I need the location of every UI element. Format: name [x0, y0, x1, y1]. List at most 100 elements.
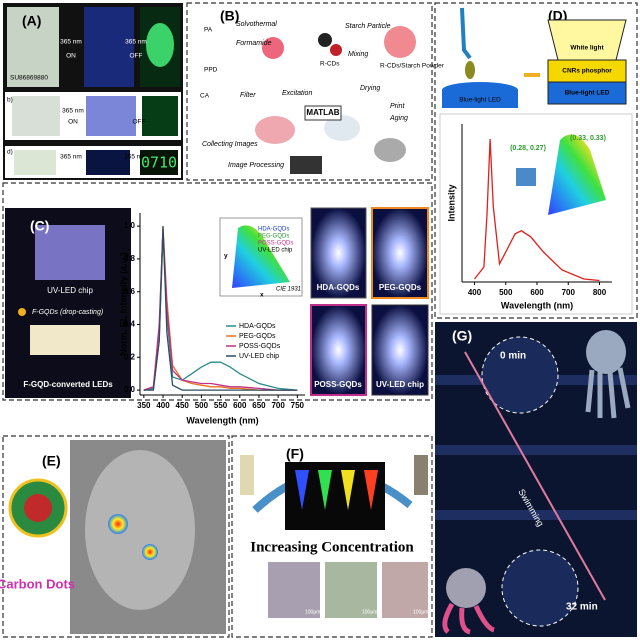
y-tick-label: 0.4 — [124, 320, 136, 329]
led-photo — [371, 207, 429, 299]
panel-label: (F) — [286, 446, 304, 462]
panel-border — [231, 435, 433, 638]
octopus — [442, 602, 495, 635]
sample-uv — [86, 96, 136, 136]
x-axis-label: Wavelength (nm) — [186, 415, 258, 425]
y-tick-label: 1.0 — [124, 221, 136, 230]
x-tick-label: 500 — [195, 401, 209, 410]
converted-led — [30, 325, 100, 355]
laptop — [290, 156, 322, 174]
caption: White light — [570, 45, 604, 52]
panel-label: (A) — [22, 13, 41, 29]
led — [547, 81, 627, 105]
cie-title: CIE 1931 — [276, 287, 301, 293]
item: Solvothermal — [236, 21, 277, 28]
tube — [341, 470, 355, 510]
zoom — [481, 336, 559, 414]
chip — [35, 225, 105, 280]
micrograph — [325, 562, 377, 618]
tube — [364, 470, 378, 510]
qr — [142, 96, 178, 136]
panel-g: (G) 0 min Swimming 32 min — [435, 322, 637, 637]
step: ON — [66, 53, 76, 60]
print — [324, 115, 360, 141]
powder — [384, 26, 416, 58]
drop — [18, 308, 26, 316]
step: 365 nm — [60, 39, 82, 46]
row-label: b) — [7, 97, 13, 104]
panel-e: (E) Carbon Dots — [0, 435, 230, 638]
cie-label: PEG-GQDs — [258, 234, 289, 240]
legend-label: UV-LED chip — [239, 353, 279, 360]
tube — [295, 470, 309, 510]
serial: SU86869880 — [10, 75, 48, 82]
x-tick-label: 400 — [156, 401, 170, 410]
item: MATLAB — [306, 108, 339, 117]
photo-label: HDA-GQDs — [317, 283, 360, 292]
scale-bar: 100μm — [305, 609, 320, 615]
octopus — [585, 367, 631, 419]
led — [442, 90, 518, 108]
micrograph — [268, 562, 320, 618]
y-tick-label: 0.8 — [124, 254, 136, 263]
x-tick-label: 450 — [176, 401, 190, 410]
drop — [465, 61, 475, 79]
panel-border — [2, 182, 433, 401]
item: Drying — [360, 85, 380, 92]
caption: UV-LED chip — [47, 286, 93, 295]
item: Collecting Images — [202, 141, 258, 148]
item: Excitation — [282, 90, 312, 97]
series-line — [473, 138, 600, 282]
caption: F-GQDs (drop-casting) — [32, 309, 103, 316]
item: Filter — [240, 92, 256, 99]
series-line — [143, 226, 298, 391]
octopus — [586, 330, 626, 374]
step: 365 nm — [124, 154, 146, 161]
item: CA — [200, 93, 210, 100]
scale-bar: 100μm — [362, 609, 377, 615]
caption: Blue-light LED — [565, 90, 610, 97]
y-tick-label: 0.2 — [124, 352, 136, 361]
step: 365 nm — [60, 154, 82, 161]
panel-label: (B) — [220, 8, 239, 24]
sample — [14, 150, 56, 175]
caption: Increasing Concentration — [250, 539, 414, 555]
cie-diagram — [548, 134, 606, 215]
panel-border — [434, 2, 638, 319]
x-tick-label: 400 — [468, 288, 482, 297]
mouse — [85, 450, 195, 610]
dropper — [460, 7, 472, 60]
item: PA — [204, 27, 213, 34]
time: 0 min — [500, 351, 526, 362]
sample — [12, 96, 60, 136]
carbon-dot-core — [24, 494, 52, 522]
light — [547, 19, 627, 61]
panel-border — [186, 2, 433, 181]
item: Aging — [389, 115, 408, 122]
x-axis-label: Wavelength (nm) — [501, 300, 573, 310]
y-axis-label: Intensity — [446, 184, 456, 221]
x-tick-label: 800 — [593, 288, 607, 297]
legend-label: POSS-GQDs — [239, 343, 281, 350]
item: R-CDs/Starch Powder — [380, 63, 445, 70]
y-tick-label: 0.6 — [124, 287, 136, 296]
r-cd — [330, 44, 342, 56]
legend-label: HDA-GQDs — [239, 323, 276, 330]
signal — [142, 544, 158, 560]
cie-label: UV-LED chip — [258, 248, 293, 254]
signal — [108, 514, 128, 534]
tube — [240, 455, 254, 495]
annotation: (0.33, 0.33) — [570, 135, 606, 142]
photo-label: POSS-GQDs — [314, 380, 362, 389]
cie-axis: x — [260, 292, 264, 299]
item: Print — [390, 103, 405, 110]
led-photo — [371, 304, 429, 396]
panel-c: (C) UV-LED chip F-GQDs (drop-casting) F-… — [2, 182, 433, 401]
y-tick-label: 0.0 — [124, 385, 136, 394]
step: OFF — [130, 53, 143, 60]
tube — [318, 470, 332, 510]
step: 365 nm — [125, 39, 147, 46]
item: Mixing — [348, 51, 368, 58]
photo-label: PEG-GQDs — [379, 283, 422, 292]
